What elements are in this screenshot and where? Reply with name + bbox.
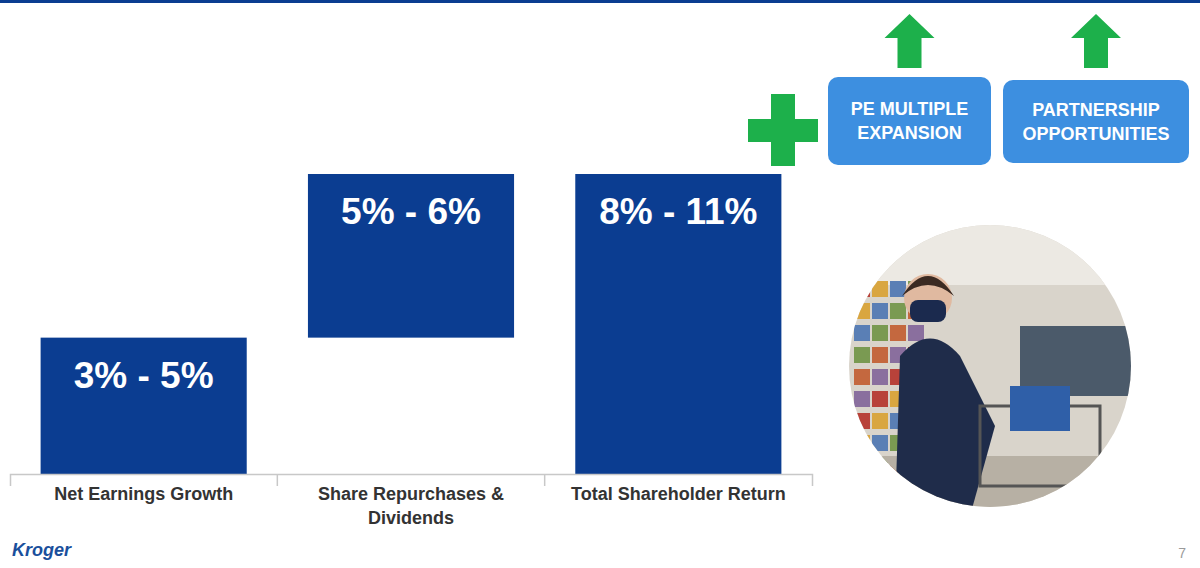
photo-cart-item: [1010, 386, 1070, 431]
tick-label: Net Earnings Growth: [54, 484, 233, 504]
photo-person-hair: [902, 276, 954, 296]
photo-shelf: [872, 413, 888, 429]
photo-shelf: [854, 347, 870, 363]
annotation-text: PARTNERSHIPOPPORTUNITIES: [1022, 100, 1169, 144]
photo-shelf: [854, 303, 870, 319]
tick-label: Total Shareholder Return: [571, 484, 786, 504]
tick: Total Shareholder Return: [571, 484, 786, 504]
slide: Net Earnings Growth Share Repurchases &Di…: [0, 0, 1200, 568]
photo-shelf: [872, 347, 888, 363]
tick-label: Share Repurchases &Dividends: [318, 484, 504, 528]
annotation-text: PE MULTIPLEEXPANSION: [851, 99, 969, 143]
tick: Net Earnings Growth: [54, 484, 233, 504]
data-label: 5% - 6%: [341, 191, 481, 232]
bar: [41, 338, 247, 474]
photo-shelf: [872, 391, 888, 407]
annotation: PE MULTIPLEEXPANSION: [828, 14, 991, 165]
data-label: 8% - 11%: [599, 191, 757, 232]
plus-icon: [748, 94, 818, 166]
photo-shelf: [872, 369, 888, 385]
photo-shelf: [854, 281, 870, 297]
annotation-box: [828, 77, 991, 165]
up-arrow: [1071, 14, 1121, 68]
photo-shelf: [872, 303, 888, 319]
separator: [544, 474, 546, 486]
photo-person-mask: [910, 300, 946, 322]
photo: [849, 225, 1140, 516]
photo-shelf: [872, 325, 888, 341]
x-axis: Net Earnings Growth Share Repurchases &Di…: [11, 475, 813, 529]
bar: [575, 174, 781, 474]
bars: [41, 174, 782, 474]
up-arrow: [885, 14, 935, 68]
photo-shelf: [854, 413, 870, 429]
logo: Kroger: [12, 540, 72, 560]
tick: Share Repurchases &Dividends: [318, 484, 504, 528]
photo-shelf: [854, 457, 870, 473]
separator: [277, 474, 279, 486]
top-rule: [0, 0, 1200, 3]
page-number: 7: [1178, 545, 1186, 561]
photo-shelf: [890, 303, 906, 319]
photo-shelf: [854, 391, 870, 407]
bar: [308, 174, 514, 338]
photo-shelf: [872, 281, 888, 297]
photo-shelf: [854, 369, 870, 385]
photo-ceiling: [849, 225, 1131, 285]
annotation-box: [1003, 80, 1189, 163]
photo-shelf: [854, 435, 870, 451]
photo-shelf: [854, 325, 870, 341]
data-labels: 3% - 5% 5% - 6% 8% - 11%: [74, 191, 758, 396]
photo-counter: [1020, 326, 1140, 396]
photo-shelf: [908, 325, 924, 341]
photo-shelf: [872, 435, 888, 451]
data-label: 3% - 5%: [74, 355, 214, 396]
annotation: PARTNERSHIPOPPORTUNITIES: [1003, 14, 1189, 163]
photo-shelf: [890, 325, 906, 341]
